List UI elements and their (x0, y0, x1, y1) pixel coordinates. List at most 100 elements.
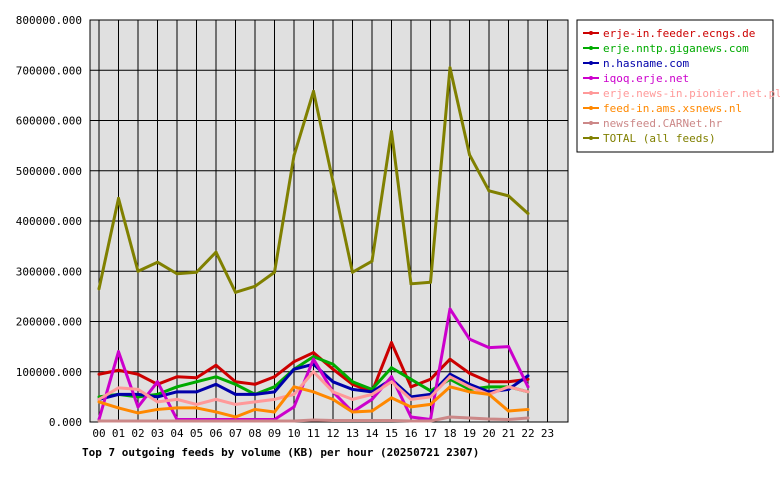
data-point (526, 390, 530, 394)
data-point (448, 357, 452, 361)
data-point (351, 380, 354, 384)
y-tick-label: 100000.000 (16, 366, 82, 379)
data-point (175, 385, 179, 389)
legend-marker (589, 121, 593, 125)
legend-label: iqoq.erje.net (603, 72, 689, 85)
legend-marker (589, 76, 593, 80)
data-point (214, 363, 218, 367)
data-point (370, 409, 374, 413)
data-point (175, 390, 179, 394)
x-tick-label: 14 (365, 427, 379, 440)
data-point (409, 282, 413, 286)
data-point (448, 385, 452, 389)
x-tick-label: 11 (307, 427, 320, 440)
x-tick-label: 04 (170, 427, 184, 440)
x-tick-label: 05 (190, 427, 203, 440)
data-point (117, 392, 120, 396)
data-point (331, 397, 335, 401)
x-tick-label: 20 (482, 427, 495, 440)
data-point (292, 360, 296, 364)
data-point (117, 368, 120, 372)
data-point (409, 377, 413, 381)
data-point (507, 385, 510, 389)
data-point (195, 402, 198, 406)
legend-label: newsfeed.CARNet.hr (603, 117, 723, 130)
legend-label: n.hasname.com (603, 57, 689, 70)
grid-lines (90, 19, 568, 423)
data-point (429, 280, 432, 284)
x-tick-label: 08 (248, 427, 261, 440)
data-point (136, 392, 140, 396)
data-point (234, 290, 237, 294)
x-tick-label: 23 (541, 427, 554, 440)
data-point (390, 366, 393, 370)
x-tick-label: 00 (92, 427, 105, 440)
x-tick-label: 07 (229, 427, 242, 440)
data-point (214, 375, 218, 379)
data-point (234, 419, 237, 423)
data-point (526, 374, 530, 378)
data-point (214, 410, 218, 414)
data-point (507, 194, 510, 198)
data-point (156, 400, 159, 404)
data-point (448, 415, 452, 419)
data-point (409, 419, 413, 423)
data-point (448, 375, 452, 379)
chart-title: Top 7 outgoing feeds by volume (KB) per … (82, 446, 479, 459)
x-tick-label: 19 (463, 427, 476, 440)
data-point (156, 260, 159, 264)
data-point (331, 180, 335, 184)
data-point (468, 337, 471, 341)
data-point (234, 382, 237, 386)
legend-label: feed-in.ams.xsnews.nl (603, 102, 742, 115)
data-point (331, 418, 335, 422)
data-point (390, 380, 393, 384)
x-tick-label: 03 (151, 427, 164, 440)
data-point (370, 418, 374, 422)
data-point (507, 345, 510, 349)
data-point (292, 419, 296, 423)
legend-marker (589, 136, 593, 140)
y-tick-label: 400000.000 (16, 215, 82, 228)
data-point (214, 382, 218, 386)
data-point (292, 367, 296, 371)
data-point (351, 397, 354, 401)
data-point (273, 270, 276, 274)
data-point (331, 380, 335, 384)
legend-marker (589, 106, 593, 110)
data-point (526, 211, 530, 215)
data-point (487, 380, 491, 384)
data-point (429, 377, 432, 381)
x-tick-label: 17 (424, 427, 437, 440)
data-point (175, 375, 179, 379)
data-point (136, 419, 140, 423)
data-point (253, 400, 257, 404)
data-point (448, 66, 452, 70)
y-tick-label: 300000.000 (16, 265, 82, 278)
legend-marker (589, 31, 593, 35)
data-point (370, 259, 374, 263)
data-point (117, 406, 120, 410)
x-tick-label: 22 (521, 427, 534, 440)
data-point (175, 419, 179, 423)
y-tick-label: 700000.000 (16, 64, 82, 77)
data-point (292, 154, 296, 158)
data-point (370, 397, 374, 401)
data-point (409, 385, 413, 389)
data-point (507, 417, 510, 421)
data-point (292, 385, 296, 389)
data-point (156, 419, 159, 423)
data-point (97, 419, 101, 423)
data-point (117, 350, 120, 354)
data-point (195, 419, 198, 423)
data-point (468, 390, 471, 394)
y-tick-label: 600000.000 (16, 115, 82, 128)
x-tick-label: 10 (287, 427, 300, 440)
data-point (448, 372, 452, 376)
data-point (351, 387, 354, 391)
data-point (97, 397, 101, 401)
data-point (234, 415, 237, 419)
data-point (409, 415, 413, 419)
data-point (214, 397, 218, 401)
data-point (156, 407, 159, 411)
